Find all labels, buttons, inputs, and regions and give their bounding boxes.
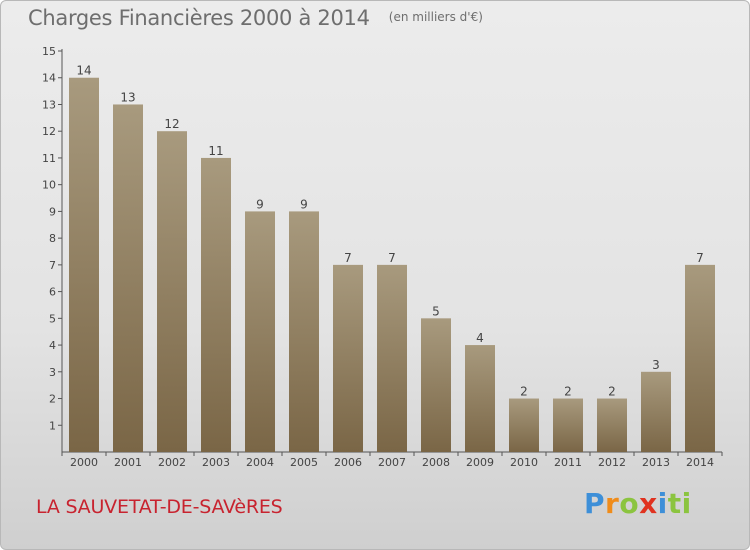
y-tick-label: 5: [49, 312, 56, 325]
x-tick-label-2014: 2014: [686, 456, 714, 469]
x-tick-label-2005: 2005: [290, 456, 318, 469]
data-label-2005: 9: [300, 197, 308, 211]
bar-2012: [597, 398, 627, 452]
y-tick-label: 3: [49, 366, 56, 379]
bar-2000: [69, 77, 99, 452]
bar-2001: [113, 104, 143, 452]
x-tick-label-2008: 2008: [422, 456, 450, 469]
bar-2007: [377, 264, 407, 452]
y-tick-label: 15: [42, 45, 56, 58]
x-tick-label-2001: 2001: [114, 456, 142, 469]
data-label-2011: 2: [564, 385, 572, 399]
data-label-2010: 2: [520, 385, 528, 399]
y-tick-label: 4: [49, 339, 56, 352]
data-label-2006: 7: [344, 251, 352, 265]
place-name: LA SAUVETAT-DE-SAVèRES: [36, 496, 283, 518]
y-tick-label: 14: [42, 72, 56, 85]
data-label-2014: 7: [696, 251, 704, 265]
y-tick-label: 8: [49, 232, 56, 245]
x-axis: 2000 2001 2002 2003 2004 2005 2006 2007 2008 2009…: [61, 452, 723, 469]
y-tick-label: 7: [49, 259, 56, 272]
proxiti-logo[interactable]: Proxiti: [584, 487, 692, 520]
data-label-2003: 11: [208, 144, 223, 158]
x-tick-label-2013: 2013: [642, 456, 670, 469]
data-label-2007: 7: [388, 251, 396, 265]
data-label-2004: 9: [256, 197, 264, 211]
bar-2003: [201, 157, 231, 452]
x-tick-label-2009: 2009: [466, 456, 494, 469]
bar-2013: [641, 371, 671, 452]
x-tick-label-2011: 2011: [554, 456, 582, 469]
y-tick-label: 6: [49, 286, 56, 299]
chart-subtitle: (en milliers d'€): [388, 10, 483, 24]
data-label-2013: 3: [652, 358, 660, 372]
x-tick-label-2010: 2010: [510, 456, 538, 469]
data-label-2002: 12: [164, 117, 179, 131]
data-label-2009: 4: [476, 331, 484, 345]
y-tick-label: 10: [42, 179, 56, 192]
data-label-2000: 14: [76, 64, 91, 78]
x-tick-label-2012: 2012: [598, 456, 626, 469]
x-tick-label-2003: 2003: [202, 456, 230, 469]
x-tick-label-2004: 2004: [246, 456, 274, 469]
y-tick-label: 9: [49, 205, 56, 218]
bars: [69, 77, 715, 452]
title-row: Charges Financières 2000 à 2014 (en mill…: [28, 6, 483, 30]
y-tick-label: 11: [42, 152, 56, 165]
bar-2011: [553, 398, 583, 452]
bar-2014: [685, 264, 715, 452]
x-tick-label-2000: 2000: [70, 456, 98, 469]
y-tick-label: 1: [49, 419, 56, 432]
bar-2010: [509, 398, 539, 452]
x-tick-label-2006: 2006: [334, 456, 362, 469]
bar-2008: [421, 318, 451, 452]
y-tick-label: 2: [49, 393, 56, 406]
x-tick-label-2007: 2007: [378, 456, 406, 469]
chart-title: Charges Financières 2000 à 2014: [28, 6, 370, 30]
y-tick-label: 12: [42, 125, 56, 138]
bar-2009: [465, 345, 495, 452]
data-label-2008: 5: [432, 304, 440, 318]
bar-2005: [289, 211, 319, 452]
bar-2004: [245, 211, 275, 452]
data-label-2001: 13: [120, 90, 135, 104]
x-tick-label-2002: 2002: [158, 456, 186, 469]
y-tick-label: 13: [42, 98, 56, 111]
bar-2006: [333, 264, 363, 452]
bar-2002: [157, 131, 187, 452]
data-label-2012: 2: [608, 385, 616, 399]
data-labels: 14 13 12 11 9 9 7 7 5 4 2 2 2 3 7: [76, 64, 703, 399]
